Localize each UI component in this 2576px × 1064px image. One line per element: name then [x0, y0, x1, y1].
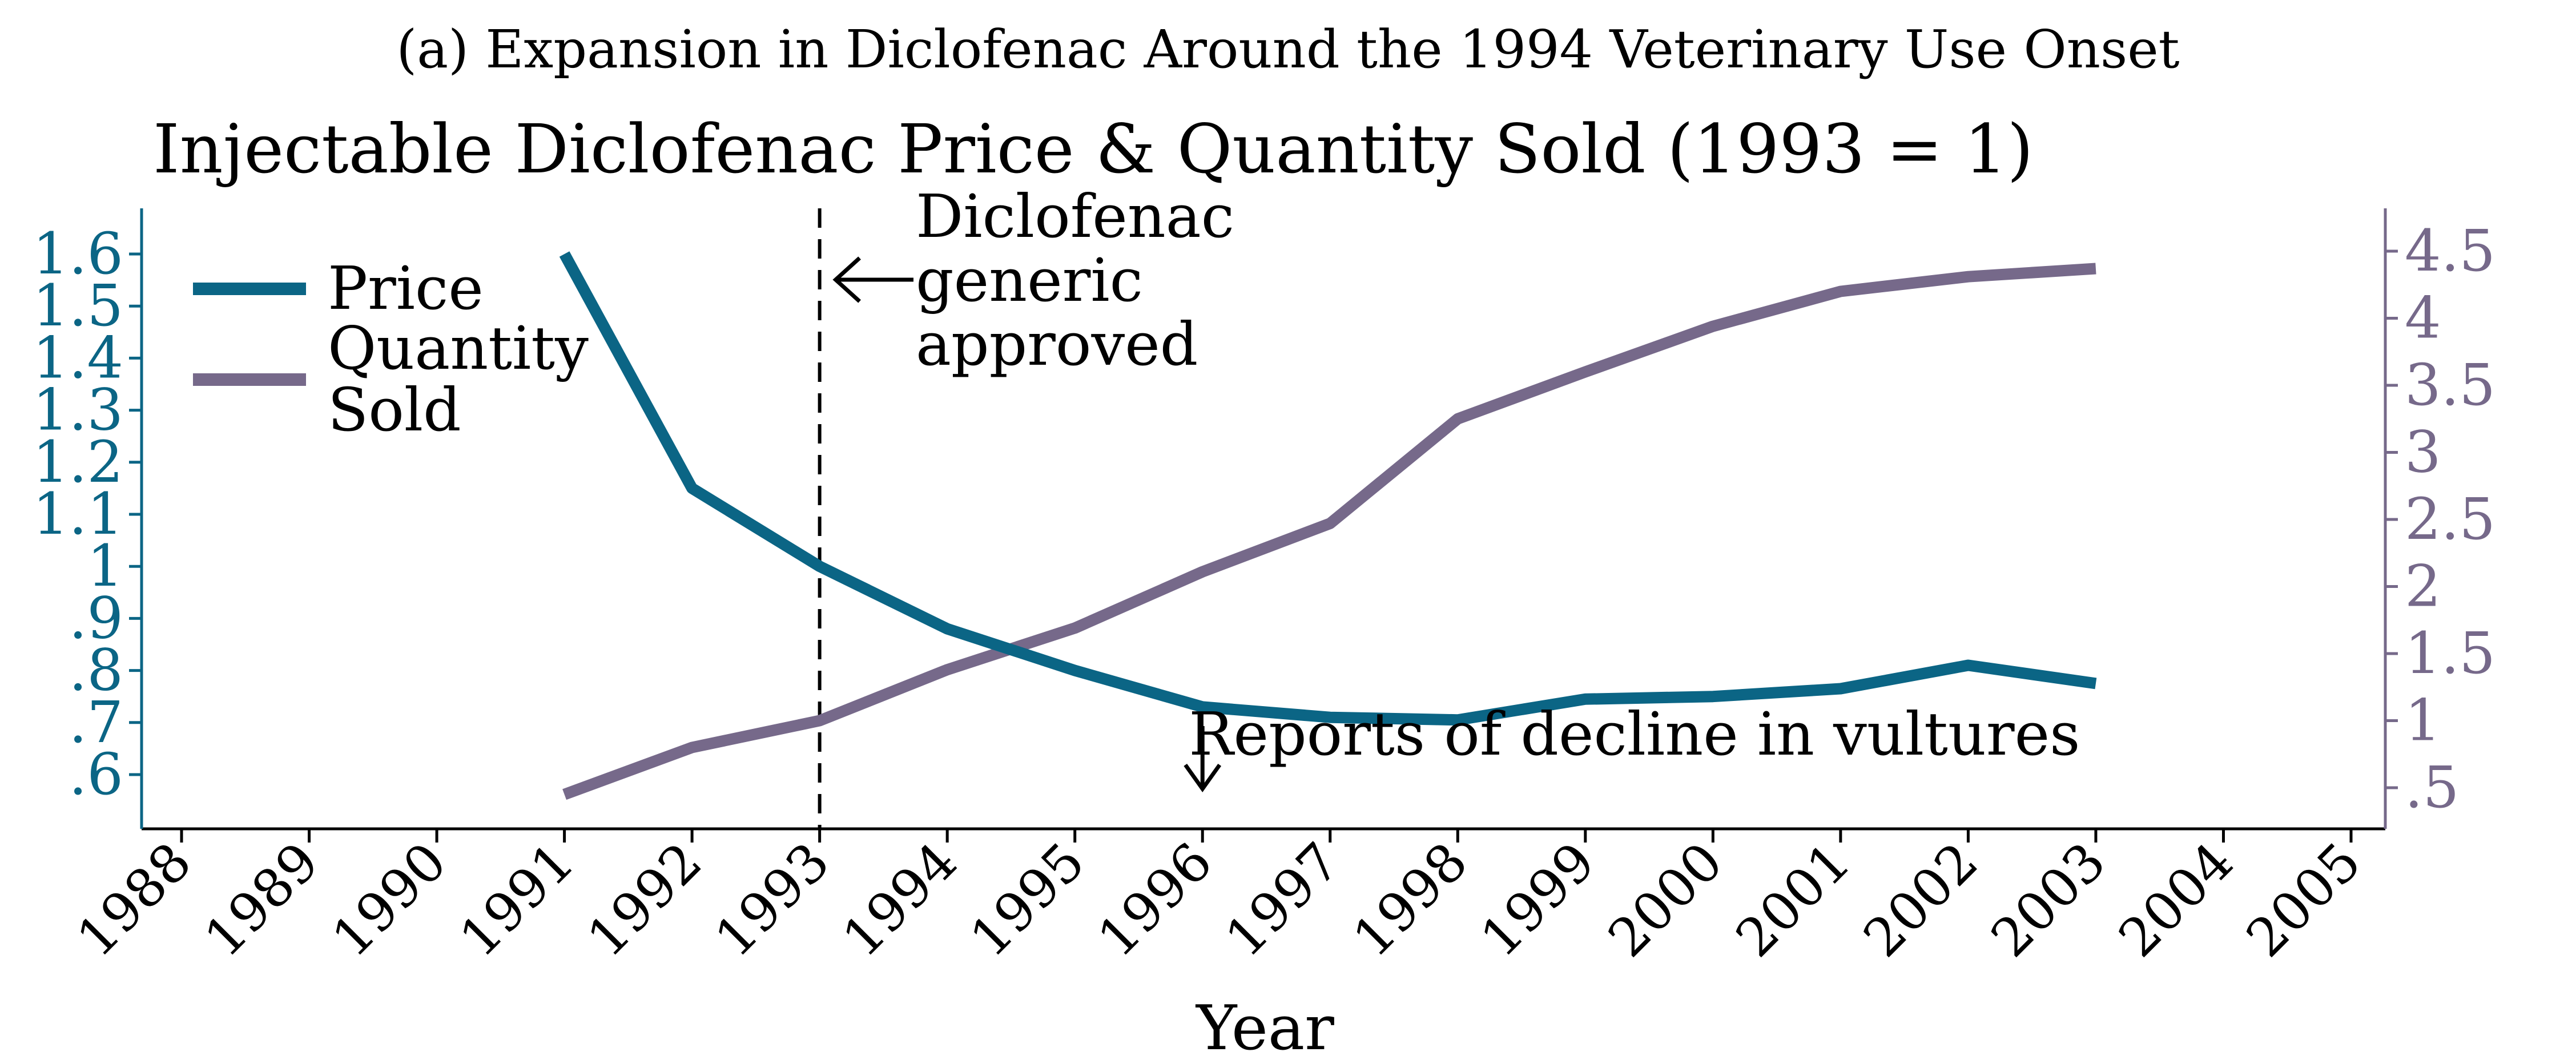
x-axis-tick-label: 1993 — [703, 831, 841, 969]
price-line — [559, 251, 2097, 726]
x-axis-tick-label: 2002 — [1852, 831, 1990, 969]
left-axis-tick-label: 1.2 — [33, 429, 123, 495]
right-axis-tick-label: 4 — [2405, 285, 2441, 352]
right-axis-tick-label: 3 — [2405, 419, 2441, 486]
annotation-generic-approved-text: Diclofenac — [916, 182, 1234, 251]
x-axis-tick-label: 1991 — [448, 831, 586, 969]
legend-label: Sold — [328, 375, 461, 445]
chart-title: Injectable Diclofenac Price & Quantity S… — [153, 110, 2034, 188]
left-axis-tick-label: 1.6 — [33, 220, 123, 287]
x-axis-tick-label: 1998 — [1342, 831, 1479, 969]
right-axis-tick-label: 2 — [2405, 553, 2441, 620]
right-axis-tick-label: .5 — [2405, 754, 2459, 821]
annotation-vulture-decline-text: Reports of decline in vultures — [1189, 699, 2080, 769]
left-axis-tick-label: 1 — [87, 533, 123, 599]
legend-label: Price — [328, 253, 484, 323]
quantity-sold-line — [562, 263, 2096, 800]
x-axis-tick-label: 1997 — [1214, 831, 1351, 969]
x-axis-tick-label: 1999 — [1469, 831, 1607, 969]
right-axis-tick-label: 4.5 — [2405, 217, 2496, 284]
left-axis-tick-label: .7 — [69, 689, 123, 756]
annotation-generic-approved-text: generic — [916, 245, 1143, 315]
x-axis-tick-label: 2003 — [1979, 831, 2117, 969]
annotation-generic-approved-text: approved — [916, 309, 1198, 379]
x-axis-label: Year — [1195, 993, 1334, 1064]
right-axis-tick-label: 1 — [2405, 687, 2441, 754]
right-axis-tick-label: 3.5 — [2405, 352, 2496, 418]
left-axis-tick-label: 1.4 — [33, 324, 123, 391]
legend-label: Quantity — [328, 313, 589, 383]
left-axis-tick-label: 1.5 — [33, 272, 123, 339]
left-axis-tick-label: 1.3 — [33, 377, 123, 444]
x-axis-tick-label: 1995 — [959, 831, 1096, 969]
x-axis-tick-label: 2001 — [1724, 831, 1862, 969]
x-axis-tick-label: 1988 — [65, 831, 203, 969]
plot-area: .6.7.8.911.11.21.31.41.51.6.511.522.533.… — [33, 182, 2496, 969]
x-axis-tick-label: 1989 — [193, 831, 331, 969]
left-axis-tick-label: .8 — [69, 637, 123, 704]
x-axis-tick-label: 2000 — [1597, 831, 1734, 969]
annotation-arrow-down-head — [1184, 763, 1222, 793]
x-axis-tick-label: 2005 — [2235, 831, 2372, 969]
x-axis-tick-label: 1994 — [831, 831, 969, 969]
x-axis-tick-label: 1992 — [575, 831, 713, 969]
right-axis-tick-label: 1.5 — [2405, 620, 2496, 687]
left-axis-tick-label: .6 — [69, 741, 123, 808]
left-axis-tick-label: 1.1 — [33, 481, 123, 547]
annotation-arrow-left-head — [832, 256, 861, 303]
x-axis-tick-label: 1996 — [1086, 831, 1224, 969]
x-axis-tick-label: 1990 — [320, 831, 458, 969]
x-axis-tick-label: 2004 — [2107, 831, 2245, 969]
panel-title: (a) Expansion in Diclofenac Around the 1… — [396, 19, 2179, 80]
right-axis-tick-label: 2.5 — [2405, 486, 2496, 553]
left-axis-tick-label: .9 — [69, 585, 123, 651]
